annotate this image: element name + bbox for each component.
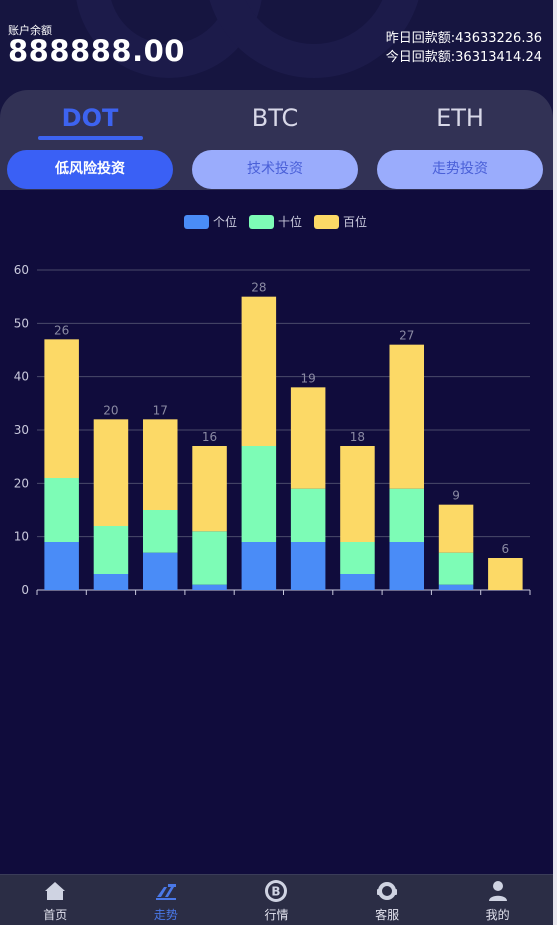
data-label: 6 bbox=[502, 542, 510, 556]
bar-segment bbox=[389, 542, 425, 590]
bar-segment bbox=[142, 510, 178, 553]
bottom-nav: 首页 走势 B 行情 客服 我的 bbox=[0, 874, 553, 925]
payback-stats: 昨日回款额:43633226.36 今日回款额:36313414.24 bbox=[386, 29, 542, 67]
y-tick-label: 30 bbox=[14, 423, 29, 437]
y-tick-label: 60 bbox=[14, 263, 29, 277]
bar-segment bbox=[290, 387, 326, 489]
bar-segment bbox=[93, 526, 129, 574]
nav-market[interactable]: B 行情 bbox=[221, 875, 332, 925]
active-tab-underline bbox=[38, 136, 143, 140]
low-risk-button[interactable]: 低风险投资 bbox=[7, 150, 173, 189]
bar-segment bbox=[142, 419, 178, 510]
bar-segment bbox=[142, 552, 178, 590]
legend-swatch bbox=[314, 214, 340, 229]
bar-segment bbox=[192, 531, 227, 585]
legend-swatch bbox=[249, 214, 275, 229]
today-payback: 今日回款额:36313414.24 bbox=[385, 50, 542, 65]
legend-item-tens[interactable]: 十位 bbox=[249, 213, 302, 230]
bar-segment bbox=[290, 488, 326, 542]
bar-segment bbox=[340, 574, 375, 590]
bitcoin-icon: B bbox=[263, 878, 289, 904]
bar-segment bbox=[340, 542, 375, 574]
nav-home-label: 首页 bbox=[43, 908, 68, 922]
nav-support-label: 客服 bbox=[375, 908, 400, 922]
y-tick-label: 50 bbox=[14, 316, 29, 330]
data-label: 9 bbox=[452, 489, 460, 503]
data-label: 20 bbox=[103, 403, 118, 417]
chart-legend: 个位 十位 百位 bbox=[184, 213, 379, 230]
legend-swatch bbox=[184, 214, 209, 229]
nav-market-label: 行情 bbox=[264, 908, 289, 922]
bar-segment bbox=[438, 552, 474, 585]
legend-item-ones[interactable]: 个位 bbox=[184, 213, 237, 230]
y-tick-label: 20 bbox=[14, 476, 29, 490]
tab-dot[interactable]: DOT bbox=[61, 104, 119, 132]
data-label: 19 bbox=[301, 371, 316, 385]
data-label: 26 bbox=[54, 323, 69, 337]
scrollbar[interactable] bbox=[553, 0, 557, 925]
nav-profile[interactable]: 我的 bbox=[442, 875, 553, 925]
bar-segment bbox=[438, 584, 474, 590]
balance-label: 账户余额 bbox=[8, 24, 52, 37]
nav-profile-label: 我的 bbox=[485, 908, 510, 922]
bar-segment bbox=[93, 574, 129, 590]
bar-segment bbox=[44, 542, 79, 590]
bar-segment bbox=[290, 542, 326, 590]
bar-segment bbox=[438, 504, 474, 553]
bar-segment bbox=[241, 296, 277, 446]
nav-support[interactable]: 客服 bbox=[332, 875, 443, 925]
bar-segment bbox=[389, 488, 425, 542]
nav-trend-label: 走势 bbox=[153, 908, 178, 922]
y-tick-label: 10 bbox=[14, 530, 29, 544]
user-icon bbox=[485, 878, 511, 904]
bar-segment bbox=[241, 542, 277, 590]
technical-button[interactable]: 技术投资 bbox=[192, 150, 358, 189]
bar-segment bbox=[44, 478, 79, 542]
nav-trend[interactable]: 走势 bbox=[111, 875, 222, 925]
bar-segment bbox=[340, 446, 375, 542]
bar-segment bbox=[488, 558, 523, 590]
tab-eth[interactable]: ETH bbox=[436, 104, 484, 132]
bar-segment bbox=[192, 446, 227, 532]
y-tick-label: 0 bbox=[21, 583, 29, 597]
balance-value: 888888.00 bbox=[8, 34, 185, 68]
y-tick-label: 40 bbox=[14, 370, 29, 384]
nav-home[interactable]: 首页 bbox=[0, 875, 111, 925]
data-label: 27 bbox=[399, 329, 414, 343]
data-label: 16 bbox=[202, 430, 217, 444]
yesterday-payback: 昨日回款额:43633226.36 bbox=[385, 31, 542, 46]
trend-button[interactable]: 走势投资 bbox=[377, 150, 543, 189]
bar-segment bbox=[93, 419, 129, 526]
tab-btc[interactable]: BTC bbox=[251, 104, 299, 132]
data-label: 17 bbox=[153, 403, 168, 417]
support-icon bbox=[374, 878, 400, 904]
bar-segment bbox=[44, 339, 79, 478]
bar-segment bbox=[389, 344, 425, 489]
legend-item-hundreds[interactable]: 百位 bbox=[314, 213, 367, 230]
bar-segment bbox=[192, 584, 227, 590]
trend-icon bbox=[153, 878, 179, 904]
data-label: 18 bbox=[350, 430, 365, 444]
svg-text:B: B bbox=[272, 885, 281, 899]
data-label: 28 bbox=[251, 281, 266, 295]
home-icon bbox=[42, 878, 68, 904]
stacked-bar-chart: 0102030405060912263920781711016918289101… bbox=[14, 263, 531, 597]
bar-segment bbox=[241, 446, 277, 542]
